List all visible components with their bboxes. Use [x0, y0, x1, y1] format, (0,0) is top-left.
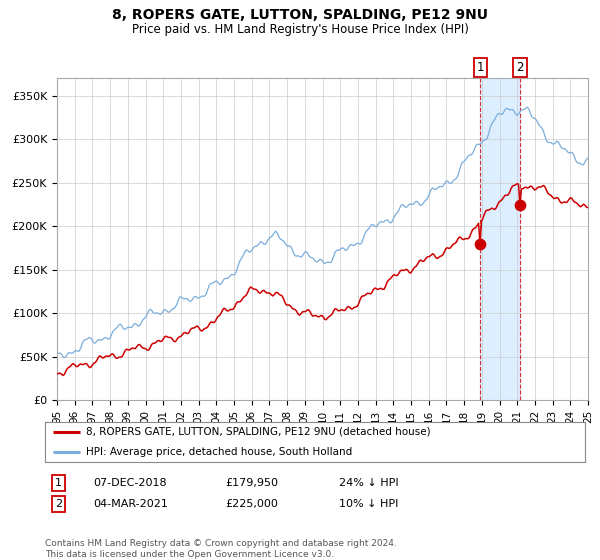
- Text: £225,000: £225,000: [225, 499, 278, 509]
- Text: 04-MAR-2021: 04-MAR-2021: [93, 499, 168, 509]
- Text: 07-DEC-2018: 07-DEC-2018: [93, 478, 167, 488]
- Bar: [481, 78, 520, 400]
- Text: 1: 1: [476, 61, 484, 74]
- Text: 10% ↓ HPI: 10% ↓ HPI: [339, 499, 398, 509]
- Text: 2: 2: [55, 499, 62, 509]
- Text: 24% ↓ HPI: 24% ↓ HPI: [339, 478, 398, 488]
- Text: Contains HM Land Registry data © Crown copyright and database right 2024.
This d: Contains HM Land Registry data © Crown c…: [45, 539, 397, 559]
- Text: £179,950: £179,950: [225, 478, 278, 488]
- Text: Price paid vs. HM Land Registry's House Price Index (HPI): Price paid vs. HM Land Registry's House …: [131, 24, 469, 36]
- Point: [476, 239, 485, 248]
- Text: 8, ROPERS GATE, LUTTON, SPALDING, PE12 9NU: 8, ROPERS GATE, LUTTON, SPALDING, PE12 9…: [112, 8, 488, 22]
- Text: HPI: Average price, detached house, South Holland: HPI: Average price, detached house, Sout…: [86, 447, 352, 457]
- Point: [515, 200, 525, 209]
- Text: 2: 2: [517, 61, 524, 74]
- Text: 8, ROPERS GATE, LUTTON, SPALDING, PE12 9NU (detached house): 8, ROPERS GATE, LUTTON, SPALDING, PE12 9…: [86, 427, 430, 437]
- Text: 1: 1: [55, 478, 62, 488]
